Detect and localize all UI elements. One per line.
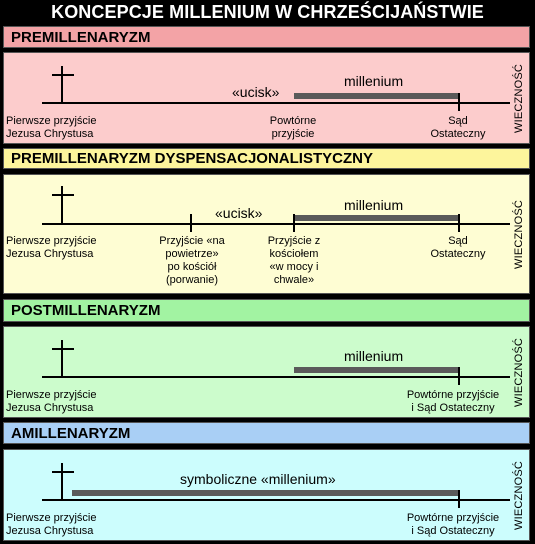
- premillennialism-header: PREMILLENARYZM: [3, 26, 530, 48]
- dispensational-premillennialism-header: PREMILLENARYZM DYSPENSACJONALISTYCZNY: [3, 148, 530, 169]
- second-coming-judgment-tick: [458, 490, 460, 508]
- postmillennialism-header: POSTMILLENARYZM: [3, 299, 530, 322]
- millennium-bar: [294, 367, 460, 373]
- cross-icon: [52, 66, 74, 104]
- timeline: [42, 223, 510, 225]
- first-coming-label: Pierwsze przyjście Jezusa Chrystusa: [6, 389, 97, 414]
- second-coming-judgment-tick: [458, 367, 460, 385]
- rapture-label: Przyjście «na powietrze» po kościół (porwa…: [159, 235, 225, 286]
- cross-icon: [52, 186, 74, 224]
- judgment-tick: [458, 214, 460, 232]
- eternity-label: WIECZNOŚĆ: [513, 460, 525, 530]
- millennium-label: millenium: [344, 348, 404, 364]
- millennium-label: symboliczne «millenium»: [180, 471, 336, 487]
- millennium-bar: [72, 490, 460, 496]
- amillennialism-panel: WIECZNOŚĆ symboliczne «millenium» Pierws…: [3, 449, 530, 541]
- eternity-label: WIECZNOŚĆ: [513, 199, 525, 269]
- second-coming-tick: [293, 214, 295, 232]
- premillennialism-panel: WIECZNOŚĆ «ucisk» millenium Pierwsze prz…: [3, 52, 530, 144]
- tribulation-label: «ucisk»: [232, 84, 280, 100]
- diagram-title: KONCEPCJE MILLENIUM W CHRZEŚCIJAŃSTWIE: [51, 2, 484, 22]
- amillennialism-header: AMILLENARYZM: [3, 422, 530, 444]
- judgment-label: Sąd Ostateczny: [430, 115, 486, 140]
- rapture-tick: [190, 214, 192, 232]
- postmillennialism-panel: WIECZNOŚĆ millenium Pierwsze przyjście Je…: [3, 326, 530, 418]
- eternity-label: WIECZNOŚĆ: [513, 337, 525, 407]
- millennium-bar: [294, 215, 460, 221]
- second-coming-judgment-label: Powtórne przyjście i Sąd Ostateczny: [406, 512, 500, 537]
- second-coming-label: Przyjście z kościołem «w mocy i chwale»: [267, 235, 321, 286]
- second-coming-label: Powtórne przyjście: [269, 115, 317, 140]
- millennium-label: millenium: [344, 73, 404, 89]
- timeline: [42, 102, 510, 104]
- judgment-label: Sąd Ostateczny: [430, 235, 486, 260]
- judgment-tick: [458, 93, 460, 111]
- cross-icon: [52, 340, 74, 378]
- eternity-label: WIECZNOŚĆ: [513, 63, 525, 133]
- second-coming-judgment-label: Powtórne przyjście i Sąd Ostateczny: [406, 389, 500, 414]
- timeline: [42, 376, 510, 378]
- first-coming-label: Pierwsze przyjście Jezusa Chrystusa: [6, 235, 97, 260]
- first-coming-label: Pierwsze przyjście Jezusa Chrystusa: [6, 512, 97, 537]
- dispensational-premillennialism-panel: WIECZNOŚĆ «ucisk» millenium Pierwsze prz…: [3, 174, 530, 294]
- tribulation-label: «ucisk»: [215, 205, 263, 221]
- cross-icon: [52, 463, 74, 501]
- first-coming-label: Pierwsze przyjście Jezusa Chrystusa: [6, 115, 97, 140]
- timeline: [42, 499, 510, 501]
- millennium-bar: [294, 93, 460, 99]
- millennium-label: millenium: [344, 197, 404, 213]
